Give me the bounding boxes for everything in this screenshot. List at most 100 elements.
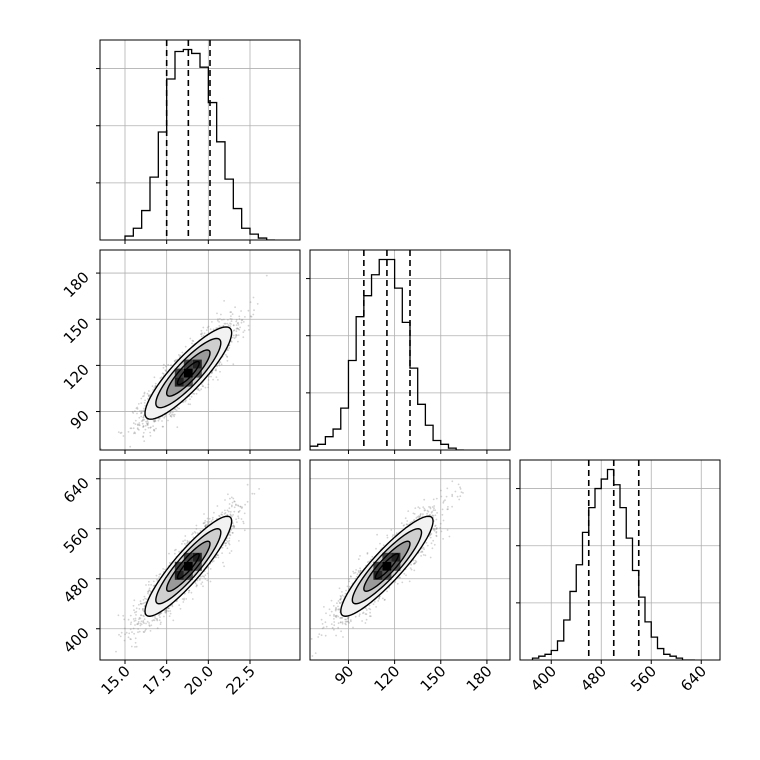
scatter-point: [136, 406, 139, 409]
scatter-point: [189, 403, 192, 406]
scatter-point: [168, 413, 171, 416]
scatter-point: [130, 638, 132, 641]
scatter-point: [157, 419, 160, 422]
scatter-point: [146, 420, 149, 423]
scatter-point: [158, 614, 160, 617]
scatter-point: [208, 375, 210, 378]
scatter-point: [252, 313, 255, 316]
scatter-point: [251, 492, 254, 495]
scatter-point: [237, 511, 240, 513]
scatter-point: [183, 598, 185, 601]
scatter-point: [227, 319, 229, 321]
scatter-point: [202, 385, 205, 388]
scatter-point: [141, 419, 144, 422]
scatter-point: [235, 320, 238, 323]
scatter-point: [265, 274, 268, 277]
scatter-point: [147, 398, 149, 400]
scatter-point: [152, 419, 155, 422]
scatter-point: [243, 329, 246, 332]
scatter-point: [142, 416, 145, 419]
scatter-point: [159, 613, 161, 616]
scatter-point: [222, 561, 224, 564]
scatter-point: [137, 428, 139, 431]
scatter-point: [137, 620, 140, 623]
scatter-point: [163, 615, 165, 618]
scatter-point: [207, 386, 210, 389]
density-0-peak-cell-3: [174, 368, 184, 378]
scatter-point: [129, 623, 132, 626]
scatter-point: [118, 461, 120, 463]
scatter-point: [202, 326, 205, 329]
scatter-point: [170, 415, 173, 418]
scatter-point: [143, 402, 146, 404]
scatter-point: [242, 520, 245, 523]
scatter-point: [221, 513, 224, 516]
scatter-point: [165, 610, 168, 613]
scatter-point: [148, 625, 151, 628]
scatter-point: [140, 623, 143, 626]
scatter-point: [138, 424, 141, 427]
scatter-point: [217, 556, 220, 559]
scatter-point: [191, 598, 194, 600]
scatter-point: [133, 432, 135, 435]
scatter-point: [141, 608, 144, 610]
scatter-point: [225, 354, 227, 356]
scatter-point: [230, 341, 233, 343]
scatter-point: [195, 528, 198, 530]
scatter-point: [238, 315, 241, 318]
scatter-point: [152, 429, 155, 431]
scatter-point: [137, 423, 139, 426]
scatter-point: [148, 395, 151, 397]
scatter-point: [181, 351, 184, 354]
scatter-point: [197, 387, 200, 390]
scatter-point: [134, 624, 136, 626]
scatter-point: [159, 573, 162, 575]
scatter-point: [142, 415, 145, 417]
scatter-point: [229, 497, 231, 500]
scatter-point: [221, 511, 224, 514]
scatter-point: [215, 376, 218, 378]
scatter-point: [138, 616, 141, 619]
scatter-point: [184, 345, 187, 348]
scatter-point: [236, 327, 239, 329]
scatter-point: [233, 500, 236, 503]
scatter-point: [234, 306, 237, 309]
scatter-point: [136, 408, 139, 410]
scatter-point: [138, 630, 141, 633]
scatter-point: [123, 639, 126, 642]
scatter-point: [143, 392, 146, 395]
scatter-point: [224, 512, 227, 514]
scatter-point: [115, 650, 117, 653]
scatter-point: [162, 373, 165, 375]
scatter-point: [174, 360, 177, 363]
scatter-point: [244, 503, 247, 506]
scatter-point: [192, 392, 195, 395]
scatter-point: [195, 584, 198, 586]
scatter-point: [165, 610, 168, 613]
scatter-point: [144, 629, 147, 632]
scatter-point: [183, 542, 186, 545]
scatter-point: [212, 328, 215, 331]
scatter-point: [233, 337, 236, 340]
scatter-point: [134, 410, 136, 412]
scatter-point: [124, 633, 126, 636]
scatter-point: [142, 425, 145, 428]
scatter-point: [140, 603, 143, 605]
scatter-point: [124, 627, 126, 630]
scatter-point: [258, 488, 260, 490]
scatter-point: [168, 607, 171, 610]
scatter-point: [143, 601, 146, 604]
scatter-point: [150, 426, 152, 429]
scatter-point: [164, 610, 166, 612]
scatter-point: [228, 507, 231, 510]
scatter-point: [174, 552, 176, 555]
scatter-point: [215, 368, 217, 370]
scatter-point: [220, 325, 222, 328]
scatter-point: [229, 514, 232, 517]
scatter-point: [233, 506, 236, 509]
scatter-point: [229, 513, 232, 516]
scatter-point: [153, 619, 156, 622]
scatter-point: [236, 334, 238, 337]
scatter-point: [163, 416, 166, 419]
scatter-point: [231, 501, 234, 504]
